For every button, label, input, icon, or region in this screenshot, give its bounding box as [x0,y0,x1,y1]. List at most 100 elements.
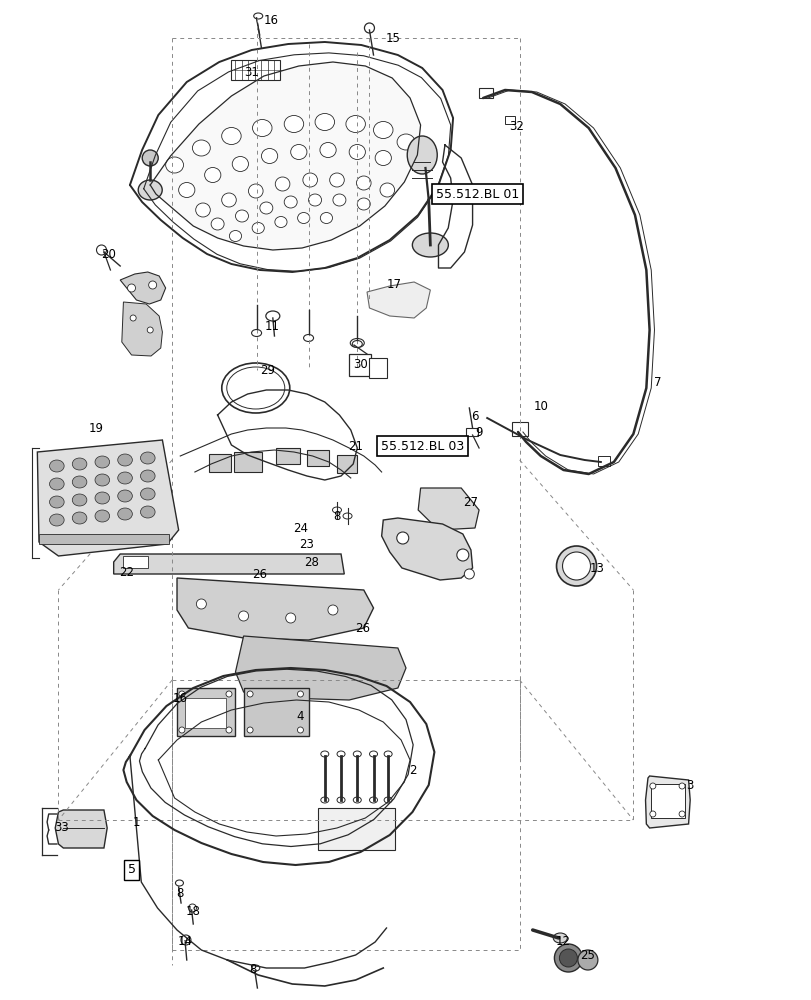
Ellipse shape [373,122,393,139]
Text: 8: 8 [176,887,184,900]
Ellipse shape [118,472,132,484]
Text: 3: 3 [685,779,693,792]
Ellipse shape [375,151,391,166]
Circle shape [397,532,408,544]
Ellipse shape [303,173,317,187]
Ellipse shape [49,514,64,526]
Text: 15: 15 [385,32,400,45]
Polygon shape [645,776,689,828]
Polygon shape [122,302,162,356]
Circle shape [225,727,232,733]
Circle shape [457,549,468,561]
Bar [349,354,371,376]
Ellipse shape [337,751,345,757]
Ellipse shape [380,183,394,197]
Circle shape [678,811,684,817]
Ellipse shape [357,198,370,210]
Circle shape [178,727,185,733]
Text: 14: 14 [178,935,192,948]
Ellipse shape [221,128,241,145]
Bar [231,60,280,80]
Ellipse shape [397,134,414,150]
Text: 21: 21 [348,440,363,452]
Ellipse shape [140,488,155,500]
Circle shape [554,944,581,972]
Polygon shape [418,488,478,530]
Text: 23: 23 [299,538,314,550]
Text: 12: 12 [556,935,570,948]
Text: 9: 9 [474,426,483,438]
Ellipse shape [72,476,87,488]
Ellipse shape [175,880,183,886]
Circle shape [148,281,157,289]
Ellipse shape [320,143,336,158]
Circle shape [649,783,655,789]
Ellipse shape [342,513,352,519]
Polygon shape [367,282,430,318]
Circle shape [297,691,303,697]
Ellipse shape [384,751,392,757]
Text: 30: 30 [353,358,367,370]
Ellipse shape [352,340,362,348]
Circle shape [328,605,337,615]
Bar [307,450,328,466]
Ellipse shape [303,334,313,342]
Text: 25: 25 [580,949,594,962]
Ellipse shape [211,218,224,230]
Ellipse shape [350,338,364,348]
Circle shape [464,569,474,579]
Ellipse shape [329,173,344,187]
Ellipse shape [140,506,155,518]
Ellipse shape [49,460,64,472]
Bar [318,808,394,850]
Circle shape [188,904,196,912]
Circle shape [247,691,253,697]
Ellipse shape [284,196,297,208]
Bar [478,88,492,98]
Bar [511,422,527,436]
Ellipse shape [251,965,260,971]
Ellipse shape [297,213,309,224]
Circle shape [297,727,303,733]
Ellipse shape [204,168,221,183]
Circle shape [181,935,191,945]
Text: 16: 16 [264,14,278,27]
Text: 4: 4 [296,710,304,722]
Circle shape [556,546,596,586]
Ellipse shape [251,330,261,336]
Ellipse shape [195,203,210,217]
Ellipse shape [407,136,436,174]
Circle shape [247,727,253,733]
Text: 55.512.BL 03: 55.512.BL 03 [380,440,463,452]
Ellipse shape [95,456,109,468]
Ellipse shape [353,797,361,803]
Ellipse shape [320,213,333,224]
Circle shape [97,245,106,255]
Text: 8: 8 [333,510,341,524]
Polygon shape [177,578,373,640]
Text: 18: 18 [186,905,200,918]
Ellipse shape [49,478,64,490]
Ellipse shape [192,140,210,156]
Text: 11: 11 [264,320,279,332]
Text: 27: 27 [463,495,478,508]
Text: 16: 16 [173,692,187,704]
Circle shape [130,315,136,321]
Ellipse shape [356,176,371,190]
Ellipse shape [140,470,155,482]
Polygon shape [55,810,107,848]
Circle shape [649,811,655,817]
Text: 8: 8 [249,963,257,976]
Ellipse shape [332,507,341,513]
Text: 26: 26 [252,568,267,580]
Circle shape [142,150,158,166]
Text: 28: 28 [304,556,319,568]
Ellipse shape [275,177,290,191]
Ellipse shape [138,180,162,200]
Ellipse shape [274,217,287,228]
Ellipse shape [337,797,345,803]
Bar [177,688,235,736]
PathPatch shape [150,62,420,250]
Circle shape [678,783,684,789]
Text: 7: 7 [653,375,661,388]
